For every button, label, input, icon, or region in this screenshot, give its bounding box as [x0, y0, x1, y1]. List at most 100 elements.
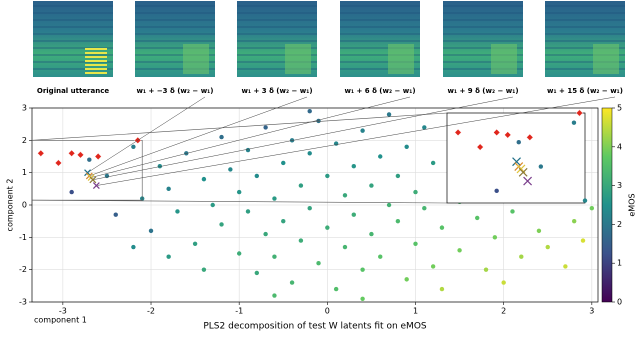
colorbar-tick-label: 3: [617, 181, 622, 190]
spectrogram-band: [340, 12, 420, 14]
point: [413, 189, 418, 195]
spectrogram-band: [443, 19, 523, 21]
harmonic: [85, 48, 107, 50]
point: [325, 225, 330, 230]
spectrogram-band: [237, 26, 317, 28]
spectrogram-band: [443, 33, 523, 35]
spectrogram-band: [340, 5, 420, 7]
x-tick-label: 0: [325, 307, 330, 316]
spectrogram-band: [33, 33, 113, 35]
harmonic: [85, 68, 107, 70]
spectrogram-band: [237, 54, 317, 56]
point: [378, 254, 383, 259]
spectrogram-band: [237, 68, 317, 70]
harmonic: [85, 72, 107, 74]
spectrogram-band: [545, 40, 625, 42]
point: [342, 244, 348, 250]
spectrogram-band: [135, 40, 215, 42]
inset-point: [516, 139, 521, 145]
reference-marker: [37, 149, 45, 157]
spectrogram-band: [33, 26, 113, 28]
point: [475, 215, 480, 221]
point: [166, 186, 171, 192]
inset-interpolation-marker: [512, 157, 521, 167]
point: [563, 264, 568, 269]
point: [369, 231, 374, 237]
point: [439, 286, 445, 292]
image-label: Original utterance: [37, 87, 109, 95]
point: [298, 183, 304, 188]
point: [430, 264, 436, 269]
point: [519, 254, 524, 259]
point: [386, 112, 392, 117]
point: [289, 280, 295, 285]
point: [386, 202, 392, 208]
interpolation-connector: [92, 96, 514, 181]
spectrogram-band: [135, 12, 215, 14]
point: [254, 173, 260, 179]
point: [325, 173, 330, 179]
point: [87, 157, 92, 162]
point: [378, 154, 383, 159]
inset-reference-marker: [526, 133, 534, 141]
harmonic: [85, 52, 107, 54]
y-tick-label: -1: [19, 233, 27, 242]
spectrogram-band: [443, 40, 523, 42]
image-label: w₁ + 3 δ (w₂ − w₁): [241, 87, 312, 95]
spectrogram-band: [237, 33, 317, 35]
point: [483, 267, 489, 272]
spectrogram-band: [545, 61, 625, 63]
spectrogram-band: [33, 5, 113, 7]
spectrogram-band: [443, 12, 523, 14]
point: [457, 248, 462, 253]
point: [510, 209, 515, 214]
spectrogram-band: [443, 54, 523, 56]
y-tick-label: 0: [22, 201, 27, 210]
point: [148, 228, 154, 234]
inset-reference-marker: [504, 131, 512, 139]
spectrogram-band: [237, 40, 317, 42]
spectrogram-band: [545, 19, 625, 21]
y-tick-label: 1: [22, 168, 27, 177]
point: [545, 244, 550, 250]
point: [360, 267, 365, 272]
inset-frame: [446, 112, 586, 204]
point: [245, 147, 251, 153]
point: [316, 261, 321, 266]
point: [351, 212, 356, 217]
point: [245, 209, 251, 214]
spectrogram-band: [33, 54, 113, 56]
reference-marker: [77, 151, 84, 159]
point: [281, 218, 286, 224]
point: [228, 167, 233, 172]
point: [69, 189, 74, 195]
point: [501, 280, 506, 285]
x-axis-label: PLS2 decomposition of test W latents fit…: [203, 322, 427, 332]
spectrogram-band: [135, 19, 215, 21]
point: [342, 193, 348, 198]
point: [360, 296, 365, 301]
harmonic: [85, 56, 107, 58]
plot-frame: [31, 107, 599, 303]
spectrogram-band: [545, 47, 625, 49]
point: [281, 160, 286, 166]
spectrogram-band: [33, 12, 113, 14]
spectrogram-band: [340, 54, 420, 56]
x-tick-label: -1: [235, 307, 243, 316]
point: [571, 218, 577, 224]
spectrogram-band: [135, 33, 215, 35]
spectrogram-band: [340, 61, 420, 63]
point: [175, 209, 180, 214]
inset-point: [571, 120, 577, 125]
spectrogram-band: [443, 47, 523, 49]
x-tick-label: -3: [59, 307, 67, 316]
spectrogram-band: [237, 5, 317, 7]
point: [351, 164, 356, 169]
harmonic: [85, 60, 107, 62]
spectrogram-band: [340, 26, 420, 28]
zoom-connector: [31, 199, 448, 204]
spectrogram-band: [545, 26, 625, 28]
spectrogram-band: [135, 26, 215, 28]
formant: [593, 44, 619, 74]
point: [360, 128, 365, 133]
